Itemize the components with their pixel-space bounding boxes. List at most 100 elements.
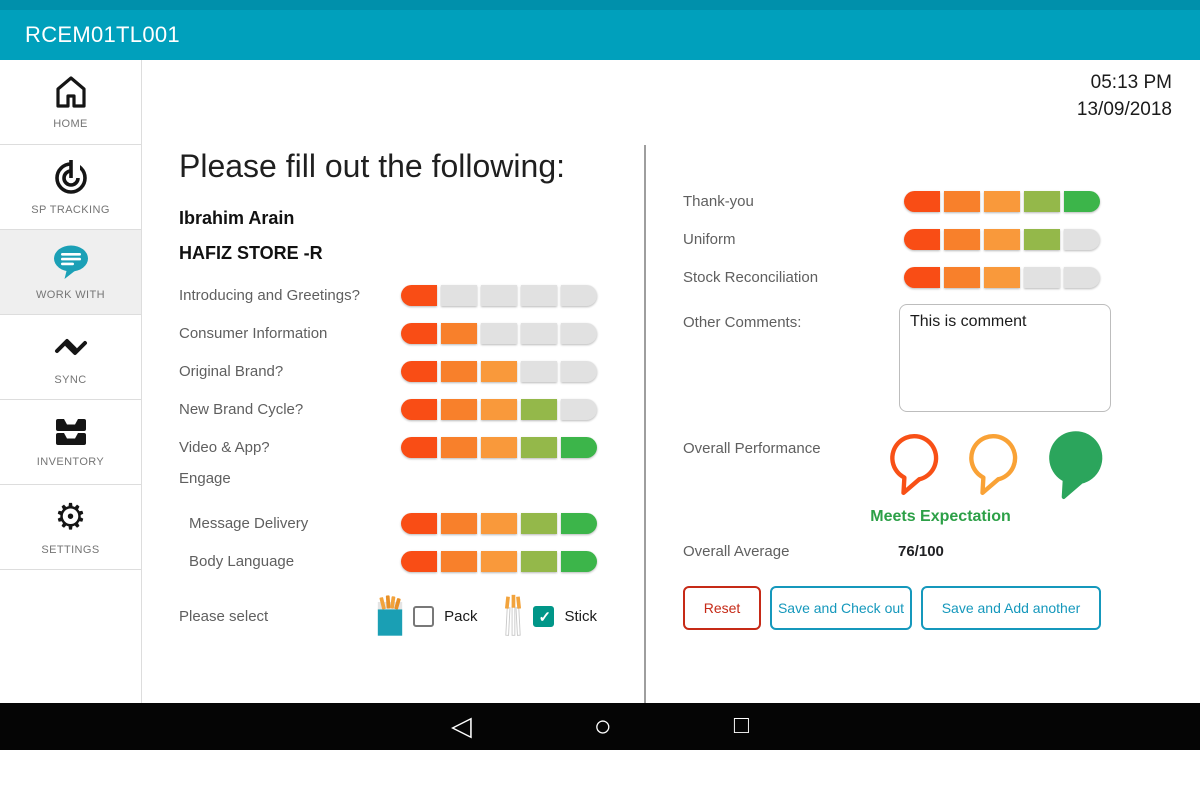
rating-segment[interactable] xyxy=(401,436,437,458)
save-and-add-another-button[interactable]: Save and Add another xyxy=(921,586,1101,630)
rating-segment[interactable] xyxy=(401,284,437,306)
overall-average-row: Overall Average 76/100 xyxy=(683,540,1175,562)
rating-segment[interactable] xyxy=(561,398,597,420)
rating-segment[interactable] xyxy=(481,322,517,344)
action-buttons: Reset Save and Check out Save and Add an… xyxy=(683,586,1175,630)
rating-segment[interactable] xyxy=(401,398,437,420)
rating-row: Consumer Information xyxy=(179,314,597,352)
rating-bar xyxy=(401,398,597,420)
page-title: Please fill out the following: xyxy=(179,148,565,184)
rating-bar xyxy=(401,550,597,572)
rating-row: Introducing and Greetings? xyxy=(179,276,597,314)
rating-segment[interactable] xyxy=(561,550,597,572)
rating-segment[interactable] xyxy=(1064,228,1100,250)
rating-segment[interactable] xyxy=(401,322,437,344)
work-with-icon xyxy=(53,245,88,279)
stick-checkbox[interactable] xyxy=(533,605,555,627)
rating-segment[interactable] xyxy=(521,360,557,382)
performance-option-below-expectation-icon[interactable] xyxy=(886,432,942,496)
rating-segment[interactable] xyxy=(441,436,477,458)
rating-segment[interactable] xyxy=(904,266,940,288)
reset-button[interactable]: Reset xyxy=(683,586,761,630)
rating-segment[interactable] xyxy=(441,322,477,344)
rating-segment[interactable] xyxy=(521,436,557,458)
back-icon[interactable]: ◁ xyxy=(451,711,472,741)
rating-segment[interactable] xyxy=(441,360,477,382)
sp-tracking-icon xyxy=(54,158,87,194)
sidebar-item-sp-tracking[interactable]: SP TRACKING xyxy=(0,145,141,230)
recents-square-icon[interactable]: □ xyxy=(733,711,749,739)
sidebar-item-home[interactable]: HOME xyxy=(0,60,141,145)
rating-segment[interactable] xyxy=(944,228,980,250)
rating-segment[interactable] xyxy=(521,284,557,306)
rating-segment[interactable] xyxy=(481,436,517,458)
performance-result-label: Meets Expectation xyxy=(870,508,1011,525)
sidebar-item-label: SYNC xyxy=(54,373,87,386)
rating-segment[interactable] xyxy=(521,398,557,420)
sidebar-item-inventory[interactable]: INVENTORY xyxy=(0,400,141,485)
rating-label: New Brand Cycle? xyxy=(179,400,304,418)
datetime: 05:13 PM 13/09/2018 xyxy=(1077,70,1172,123)
header-bar: RCEM01TL001 xyxy=(0,0,1200,60)
rating-segment[interactable] xyxy=(481,550,517,572)
rating-bar xyxy=(401,360,597,382)
rating-segment[interactable] xyxy=(441,550,477,572)
rating-segment[interactable] xyxy=(401,360,437,382)
rating-bar xyxy=(904,190,1100,212)
person-name: Ibrahim Arain xyxy=(179,208,295,228)
pack-label: Pack xyxy=(444,607,478,625)
performance-option-average-icon[interactable] xyxy=(965,432,1021,496)
rating-segment[interactable] xyxy=(561,436,597,458)
performance-option-meets-expectation-icon[interactable] xyxy=(1044,429,1107,500)
rating-segment[interactable] xyxy=(401,550,437,572)
rating-segment[interactable] xyxy=(521,550,557,572)
home-circle-icon[interactable]: ○ xyxy=(593,709,612,743)
rating-segment[interactable] xyxy=(481,360,517,382)
rating-segment[interactable] xyxy=(1064,266,1100,288)
rating-segment[interactable] xyxy=(481,398,517,420)
rating-segment[interactable] xyxy=(561,322,597,344)
rating-segment[interactable] xyxy=(561,360,597,382)
rating-segment[interactable] xyxy=(904,190,940,212)
rating-segment[interactable] xyxy=(1024,190,1060,212)
rating-segment[interactable] xyxy=(904,228,940,250)
rating-label: Video & App? xyxy=(179,438,270,456)
save-and-check-out-button[interactable]: Save and Check out xyxy=(770,586,912,630)
rating-segment[interactable] xyxy=(944,190,980,212)
rating-segment[interactable] xyxy=(1064,190,1100,212)
rating-segment[interactable] xyxy=(561,512,597,534)
rating-segment[interactable] xyxy=(441,284,477,306)
rating-segment[interactable] xyxy=(1024,266,1060,288)
pack-checkbox[interactable] xyxy=(413,605,435,627)
rating-segment[interactable] xyxy=(984,266,1020,288)
rating-bar xyxy=(401,436,597,458)
rating-segment[interactable] xyxy=(481,284,517,306)
inventory-icon xyxy=(55,418,86,445)
rating-segment[interactable] xyxy=(481,512,517,534)
comments-textarea[interactable]: This is comment xyxy=(899,304,1111,412)
rating-label: Thank-you xyxy=(683,192,754,210)
rating-segment[interactable] xyxy=(1024,228,1060,250)
rating-segment[interactable] xyxy=(944,266,980,288)
overall-performance-label: Overall Performance xyxy=(683,440,821,457)
rating-segment[interactable] xyxy=(441,512,477,534)
rating-segment[interactable] xyxy=(561,284,597,306)
product-select-row: Please select Pack xyxy=(179,592,597,640)
rating-segment[interactable] xyxy=(984,228,1020,250)
rating-label: Message Delivery xyxy=(189,514,309,532)
comments-label: Other Comments: xyxy=(683,314,802,331)
sidebar-item-label: SP TRACKING xyxy=(31,203,110,216)
main-content: 05:13 PM 13/09/2018 Please fill out the … xyxy=(143,60,1200,703)
sidebar-item-sync[interactable]: SYNC xyxy=(0,315,141,400)
rating-label: Stock Reconciliation xyxy=(683,268,819,286)
rating-segment[interactable] xyxy=(441,398,477,420)
rating-segment[interactable] xyxy=(984,190,1020,212)
rating-row: Uniform xyxy=(683,220,1175,258)
rating-segment[interactable] xyxy=(401,512,437,534)
rating-segment[interactable] xyxy=(521,322,557,344)
rating-segment[interactable] xyxy=(521,512,557,534)
left-column: Please fill out the following: Ibrahim A… xyxy=(179,148,597,640)
sidebar-item-work-with[interactable]: WORK WITH xyxy=(0,230,141,315)
sidebar-item-settings[interactable]: ⚙ SETTINGS xyxy=(0,485,141,570)
